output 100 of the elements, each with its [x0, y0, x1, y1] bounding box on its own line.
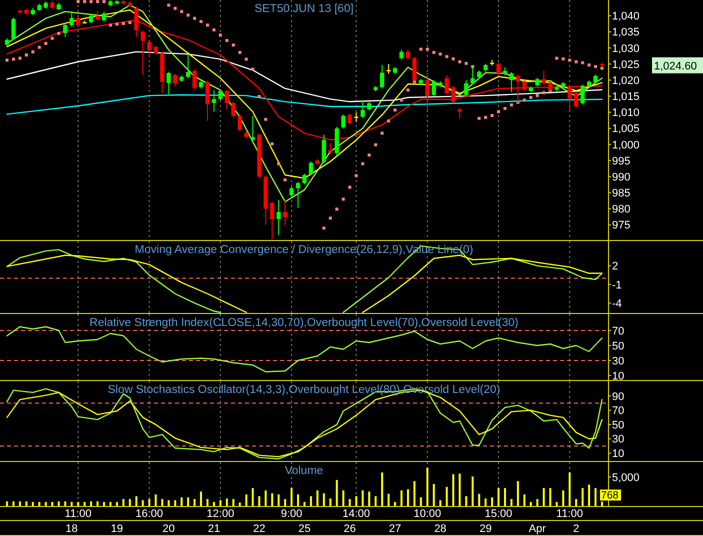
bar [44, 502, 47, 506]
x-tick-label: 22 [253, 523, 266, 535]
bar [232, 499, 234, 506]
candlestick [425, 72, 430, 111]
text: 1,024.60 [654, 60, 697, 72]
x-tick-label: Apr [528, 523, 546, 535]
data-label: 768 [601, 490, 619, 502]
y-tick-label: 50 [612, 340, 624, 352]
bar [588, 484, 590, 506]
y-tick-label: 1,005 [612, 123, 640, 136]
candlestick [574, 90, 578, 108]
bar [542, 488, 545, 506]
x-tick-label: 16:00 [136, 508, 164, 520]
bar [142, 500, 144, 506]
bar [336, 480, 338, 506]
bar [355, 496, 358, 506]
candlestick [205, 80, 210, 122]
bar [25, 501, 28, 506]
bar [516, 481, 519, 506]
candlestick [102, 11, 106, 22]
candlestick [348, 113, 352, 126]
y-tick-label: 1,000 [612, 139, 640, 152]
bar [70, 502, 73, 506]
bar [562, 490, 564, 506]
candlestick [302, 173, 307, 185]
bar [226, 498, 228, 506]
line-series [6, 51, 603, 102]
candlestick [192, 68, 197, 90]
y-tick-label: 990 [612, 171, 630, 184]
candlestick [496, 62, 501, 76]
candlestick [380, 64, 384, 89]
y-tick-label: 30 [612, 434, 624, 446]
bar [362, 490, 364, 506]
y-tick-label: 995 [612, 155, 630, 168]
candlestick [166, 71, 171, 95]
bar [90, 501, 92, 506]
bar [342, 490, 344, 506]
bar [18, 501, 21, 506]
bar [452, 474, 454, 506]
x-tick-label: 28 [434, 523, 446, 535]
bar [109, 502, 112, 506]
candlestick [386, 64, 391, 74]
candlestick [360, 100, 365, 119]
bar [594, 488, 597, 506]
bar [504, 488, 506, 506]
x-tick-label: 14:00 [342, 508, 370, 520]
bar [510, 499, 512, 506]
y-tick-label: 1,030 [612, 42, 640, 55]
bar [194, 499, 196, 506]
bar [219, 500, 222, 506]
bar [116, 502, 118, 506]
bar [439, 500, 442, 506]
bar [394, 502, 396, 506]
bar [264, 490, 267, 506]
candlestick [186, 54, 190, 79]
candlestick [341, 114, 346, 130]
bar [316, 490, 318, 506]
bar [180, 497, 183, 506]
y-tick-label: 1,010 [612, 107, 640, 120]
candlestick [212, 90, 216, 112]
y-tick-label: 10 [612, 448, 624, 460]
bar [77, 502, 80, 506]
candlestick [593, 74, 598, 84]
y-tick-label: 70 [612, 325, 624, 338]
bar [206, 499, 208, 506]
candlestick [308, 161, 314, 176]
bar [128, 499, 131, 506]
candlestick [542, 70, 546, 86]
y-tick-label: 1,015 [612, 91, 640, 104]
bar [135, 496, 138, 506]
bar [297, 494, 300, 506]
line-series [362, 254, 603, 313]
y-tick-label: 1,025 [612, 58, 640, 71]
y-tick-label: 10 [612, 370, 624, 382]
bar [472, 476, 474, 506]
bar [38, 502, 40, 506]
bar [491, 497, 494, 506]
candlestick [444, 74, 449, 96]
chart-title: Volume [284, 465, 324, 477]
line-series [6, 254, 247, 313]
bar [161, 499, 164, 506]
bar [498, 488, 500, 506]
bar [432, 484, 435, 506]
x-tick-label: 2 [573, 523, 580, 535]
bar [530, 502, 532, 506]
bar [575, 499, 578, 506]
bar [420, 497, 422, 506]
bar [148, 499, 150, 506]
bar [478, 494, 480, 506]
x-tick-label: 10:00 [414, 508, 442, 520]
candlestick [147, 40, 152, 56]
bar [64, 501, 66, 506]
y-tick-label: -1 [612, 279, 622, 292]
candlestick [432, 80, 436, 97]
y-tick-label: 50 [612, 419, 624, 432]
chart-title: SET50 JUN 13 [60] [254, 3, 354, 15]
bar [12, 501, 14, 506]
candlestick [76, 16, 80, 27]
y-tick-label: -4 [612, 298, 622, 310]
bar [200, 492, 202, 506]
